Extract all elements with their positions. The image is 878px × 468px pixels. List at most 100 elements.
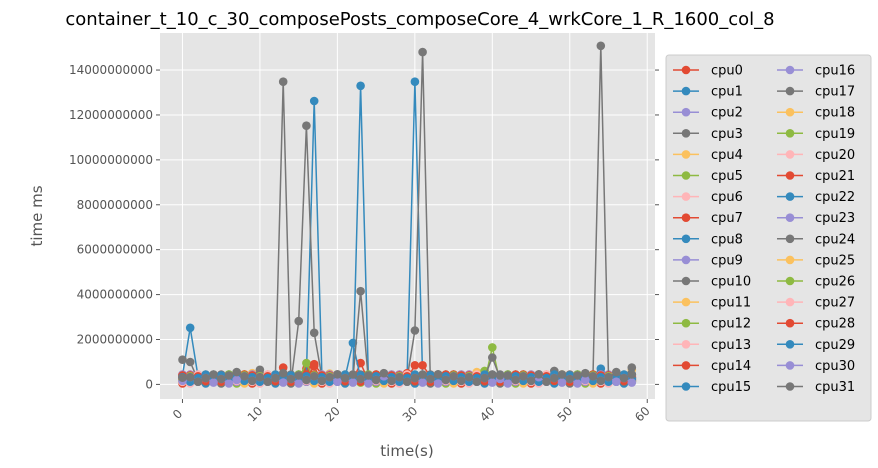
legend-marker xyxy=(785,171,795,180)
legend-entry-cpu0: cpu0 xyxy=(673,64,743,79)
y-axis: 0 2000000000 4000000000 6000000000 800000000… xyxy=(69,63,659,391)
legend-label: cpu26 xyxy=(815,275,855,290)
data-point xyxy=(278,368,288,378)
data-point xyxy=(379,368,389,378)
y-tick-label: 8000000000 xyxy=(77,198,153,212)
data-point xyxy=(309,372,319,381)
data-point xyxy=(596,376,606,386)
legend-entry-cpu20: cpu20 xyxy=(777,148,855,163)
y-tick-label: 10000000000 xyxy=(69,153,153,167)
legend-entry-cpu22: cpu22 xyxy=(777,190,855,205)
legend-entry-cpu16: cpu16 xyxy=(777,64,855,79)
data-point xyxy=(480,373,489,383)
legend-label: cpu2 xyxy=(711,106,743,121)
legend-marker xyxy=(785,86,795,96)
legend-label: cpu27 xyxy=(815,296,855,311)
legend-marker xyxy=(681,213,691,222)
legend-label: cpu4 xyxy=(711,148,743,163)
legend-label: cpu30 xyxy=(815,359,855,374)
data-point xyxy=(185,372,195,382)
data-point xyxy=(309,328,319,338)
chart-title: container_t_10_c_30_composePosts_compose… xyxy=(65,9,774,30)
data-point xyxy=(240,372,249,381)
data-point xyxy=(348,338,358,348)
data-point xyxy=(333,377,342,387)
data-point xyxy=(309,359,319,369)
data-point xyxy=(178,355,187,365)
data-point xyxy=(294,371,304,380)
x-tick-label: 0 xyxy=(170,407,185,422)
legend-marker xyxy=(681,150,691,159)
legend-label: cpu23 xyxy=(815,211,855,226)
legend-marker xyxy=(785,255,795,265)
data-point xyxy=(216,374,226,384)
data-point xyxy=(619,373,629,383)
data-point xyxy=(232,367,241,377)
legend-marker xyxy=(785,361,795,370)
data-point xyxy=(488,370,497,379)
legend-label: cpu10 xyxy=(711,275,751,290)
y-tick-label: 2000000000 xyxy=(77,332,153,346)
data-point xyxy=(581,368,590,378)
data-point xyxy=(573,371,582,380)
legend-entry-cpu2: cpu2 xyxy=(673,106,743,121)
data-point xyxy=(612,367,621,377)
data-point xyxy=(193,377,203,387)
data-point xyxy=(410,77,420,86)
legend-marker xyxy=(785,65,795,75)
data-point xyxy=(495,371,505,380)
legend-marker xyxy=(681,129,691,138)
data-point xyxy=(209,378,218,387)
legend-marker xyxy=(681,276,691,286)
x-tick-label: 60 xyxy=(632,404,653,425)
data-point xyxy=(185,323,195,333)
data-point xyxy=(294,316,304,326)
data-point xyxy=(309,96,319,106)
legend-label: cpu1 xyxy=(711,85,743,100)
legend-entry-cpu11: cpu11 xyxy=(673,296,751,311)
y-tick-label: 6000000000 xyxy=(77,243,153,257)
legend-entry-cpu28: cpu28 xyxy=(777,317,855,332)
legend-marker xyxy=(785,276,795,286)
legend-marker xyxy=(785,129,795,138)
data-point xyxy=(511,375,520,385)
legend-marker xyxy=(785,340,795,349)
legend-entry-cpu13: cpu13 xyxy=(673,338,751,353)
data-point xyxy=(472,377,482,387)
data-point xyxy=(627,363,637,372)
data-point xyxy=(418,47,427,57)
legend-entry-cpu8: cpu8 xyxy=(673,232,743,247)
data-point xyxy=(201,373,210,383)
data-point xyxy=(356,374,365,384)
legend-entry-cpu25: cpu25 xyxy=(777,253,855,268)
legend-entry-cpu26: cpu26 xyxy=(777,275,855,290)
data-point xyxy=(418,378,427,387)
x-axis: 0 10 20 30 40 50 60 xyxy=(170,399,653,425)
data-point xyxy=(255,365,265,375)
data-point xyxy=(286,374,296,384)
legend-entry-cpu7: cpu7 xyxy=(673,211,743,226)
legend-entry-cpu19: cpu19 xyxy=(777,127,855,142)
legend-marker xyxy=(785,192,795,201)
legend-marker xyxy=(681,318,691,328)
data-point xyxy=(232,375,241,385)
data-point xyxy=(604,372,613,382)
legend-label: cpu15 xyxy=(711,380,751,395)
data-point xyxy=(209,370,218,379)
legend-label: cpu19 xyxy=(815,127,855,142)
data-point xyxy=(185,357,195,367)
data-point xyxy=(410,361,420,370)
data-point xyxy=(302,358,311,368)
data-point xyxy=(581,375,590,385)
data-point xyxy=(340,373,350,383)
data-point xyxy=(224,371,234,380)
legend-label: cpu18 xyxy=(815,106,855,121)
data-point xyxy=(573,379,582,388)
legend-frame xyxy=(665,54,872,422)
legend-marker xyxy=(785,318,795,328)
data-point xyxy=(348,370,358,379)
data-point xyxy=(348,378,358,387)
legend-label: cpu22 xyxy=(815,190,855,205)
data-point xyxy=(402,377,412,387)
data-point xyxy=(441,375,451,385)
